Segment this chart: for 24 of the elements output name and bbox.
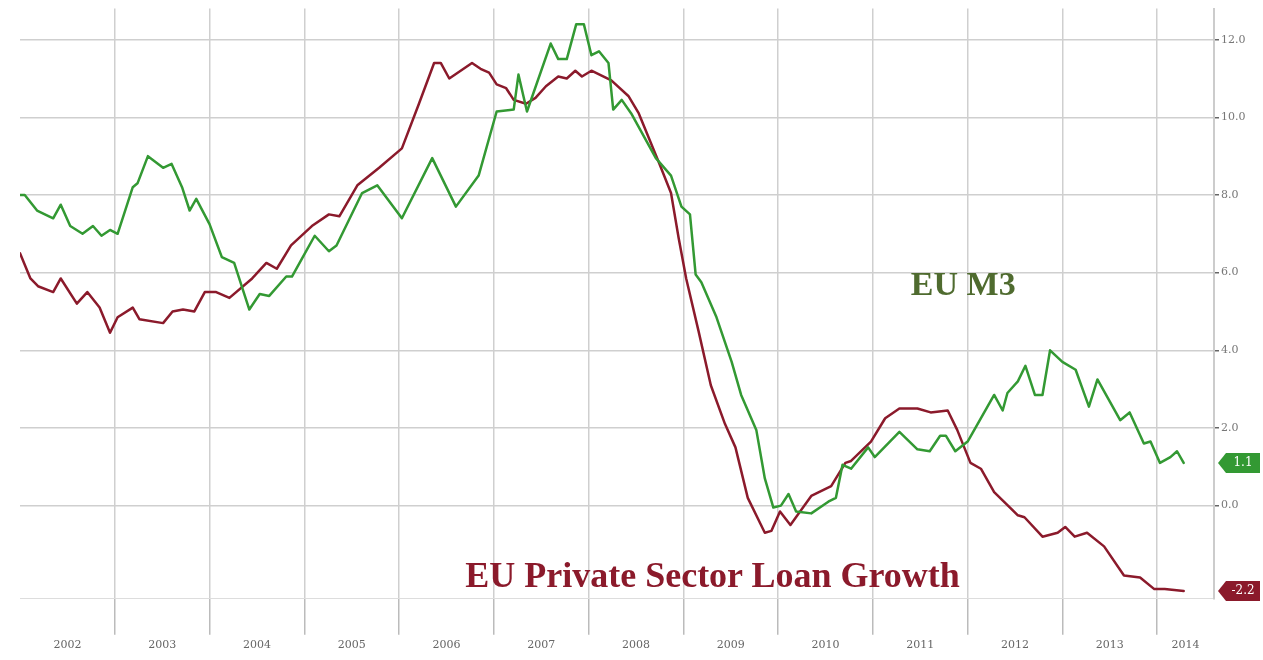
x-tick-label: 2002 bbox=[53, 638, 82, 652]
x-tick-label: 2007 bbox=[527, 638, 556, 652]
series-label: EU Private Sector Loan Growth bbox=[465, 555, 960, 596]
x-tick-label: 2012 bbox=[1001, 638, 1029, 652]
y-tick-label: 0.0 bbox=[1221, 498, 1239, 512]
y-tick-label: 8.0 bbox=[1221, 187, 1239, 201]
series-label: EU M3 bbox=[910, 264, 1016, 302]
y-tick-label: 2.0 bbox=[1221, 420, 1239, 434]
y-tick-label: 6.0 bbox=[1221, 265, 1239, 279]
x-tick-label: 2005 bbox=[337, 638, 366, 652]
x-tick-label: 2009 bbox=[716, 638, 745, 652]
x-tick-label: 2004 bbox=[242, 638, 271, 652]
x-tick-label: 2003 bbox=[148, 638, 177, 652]
x-tick-label: 2013 bbox=[1095, 638, 1124, 652]
y-tick-label: 4.0 bbox=[1221, 343, 1239, 357]
text: -2.2 bbox=[1231, 583, 1255, 598]
x-tick-label: 2010 bbox=[811, 638, 840, 652]
x-tick-label: 2011 bbox=[906, 638, 935, 652]
x-tick-label: 2014 bbox=[1171, 638, 1200, 652]
x-tick-label: 2008 bbox=[621, 638, 650, 652]
y-tick-label: 12.0 bbox=[1221, 32, 1246, 46]
x-tick-label: 2006 bbox=[432, 638, 461, 652]
y-tick-label: 10.0 bbox=[1221, 110, 1246, 124]
text: 1.1 bbox=[1233, 455, 1253, 470]
